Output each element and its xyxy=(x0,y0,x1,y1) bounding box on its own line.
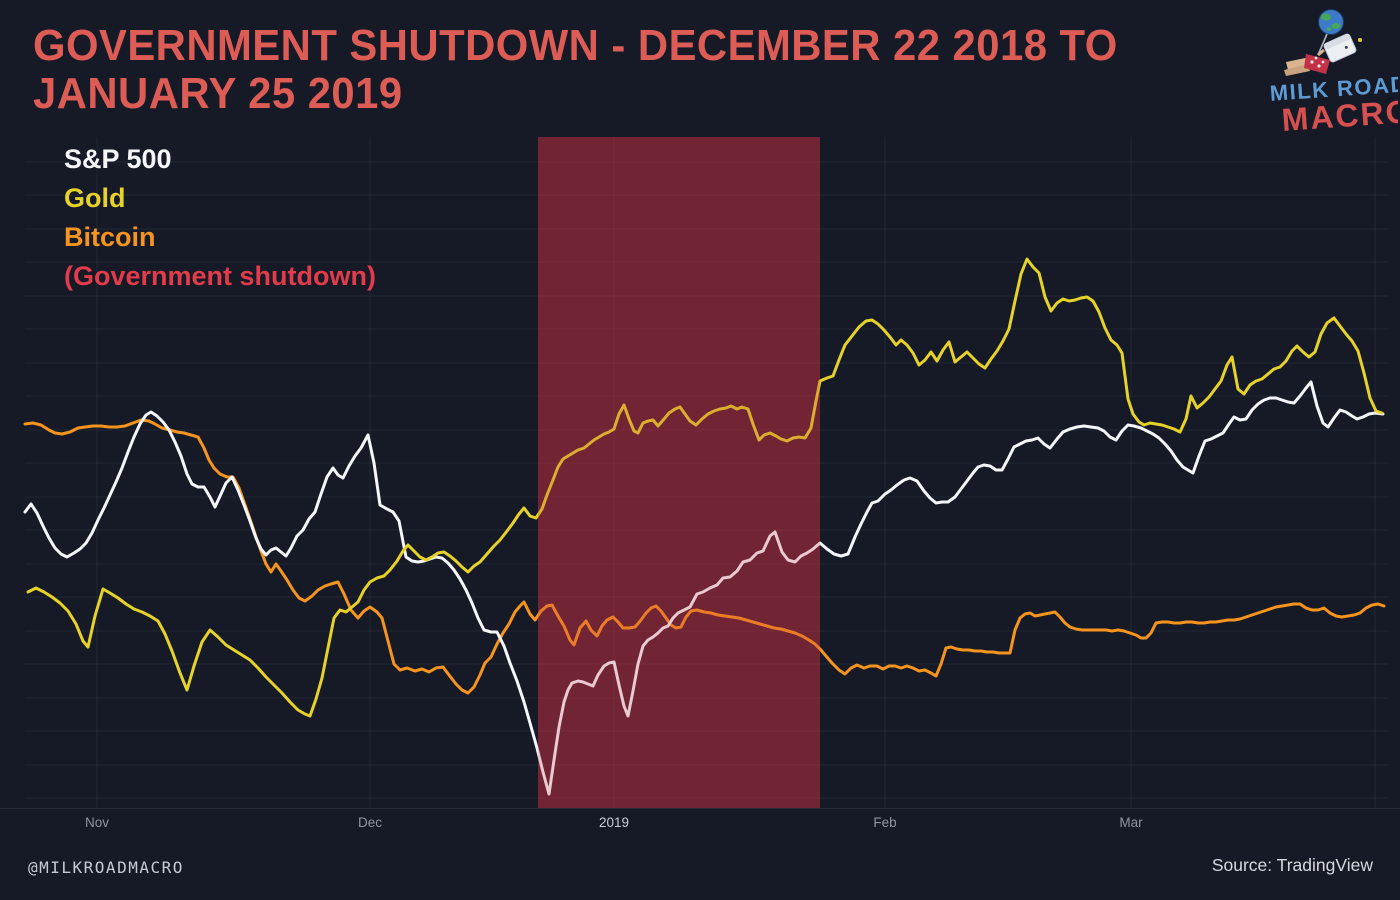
x-tick-label-dec: Dec xyxy=(358,815,382,830)
legend-item-sp500: S&P 500 xyxy=(64,144,172,174)
globe-stick xyxy=(1317,33,1328,56)
logo-character xyxy=(1284,33,1362,76)
page-title: GOVERNMENT SHUTDOWN - DECEMBER 22 2018 T… xyxy=(33,22,1118,118)
source-attribution-text: Source: TradingView xyxy=(1211,855,1373,875)
x-tick-label-2019: 2019 xyxy=(599,815,629,830)
x-tick-label-nov: Nov xyxy=(85,815,109,830)
page-title-line1: GOVERNMENT SHUTDOWN - DECEMBER 22 2018 T… xyxy=(33,21,1118,70)
logo-text-macro: MACRO xyxy=(1281,93,1398,138)
series-line-sp500 xyxy=(23,380,1385,796)
legend-item-gold: Gold xyxy=(64,183,126,213)
x-tick-label-mar: Mar xyxy=(1119,815,1143,830)
legend-item-bitcoin: Bitcoin xyxy=(64,222,156,252)
page-title-line2: JANUARY 25 2019 xyxy=(33,69,403,118)
twitter-handle-text: @MILKROADMACRO xyxy=(28,858,184,877)
series-line-gold xyxy=(26,257,1384,718)
x-tick-label-feb: Feb xyxy=(873,815,896,830)
legend-item-shutdown: (Government shutdown) xyxy=(64,261,376,291)
shutdown-region-tint xyxy=(538,137,820,808)
series-line-bitcoin xyxy=(23,418,1386,695)
milk-road-macro-logo: MILK ROAD MACRO xyxy=(1269,9,1398,138)
globe-icon xyxy=(1318,9,1344,35)
shutdown-region xyxy=(538,137,820,808)
legend: S&P 500 Gold Bitcoin (Government shutdow… xyxy=(64,140,376,296)
